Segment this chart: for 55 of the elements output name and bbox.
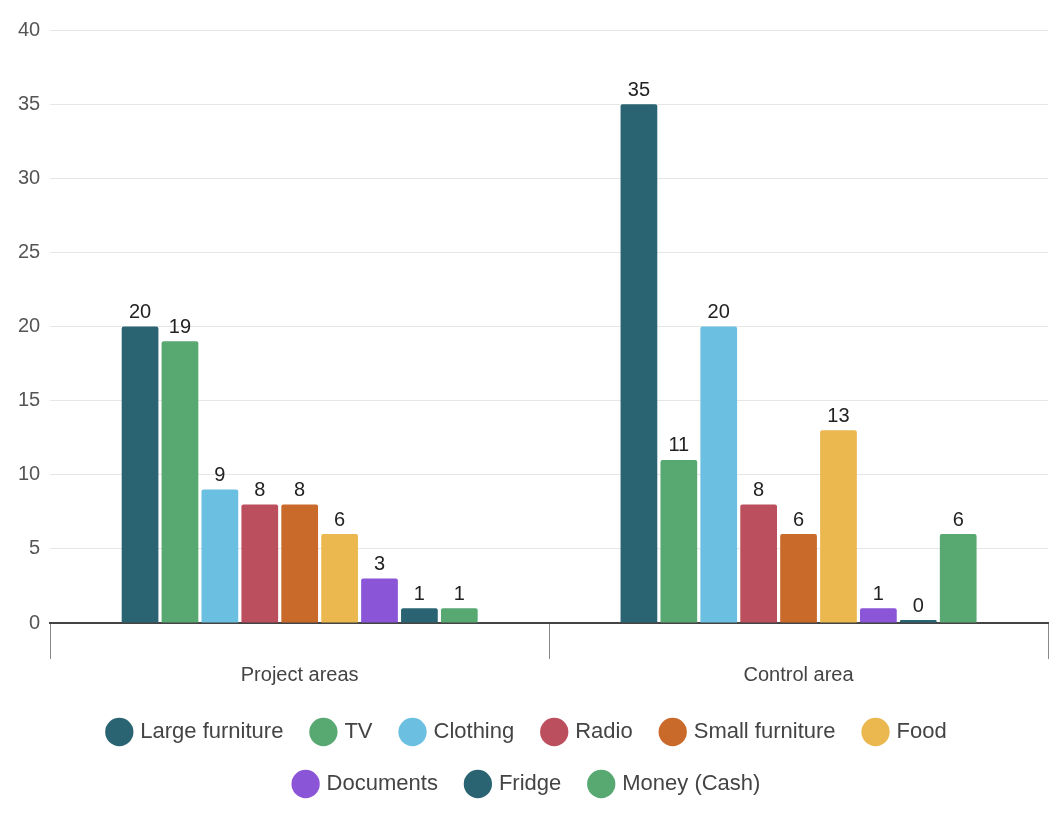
legend-label: Radio bbox=[575, 718, 633, 744]
bar bbox=[740, 504, 778, 623]
bar bbox=[121, 326, 159, 623]
bar bbox=[780, 534, 817, 623]
data-label: 8 bbox=[254, 477, 266, 500]
data-label: 6 bbox=[334, 507, 346, 530]
y-tick-label: 40 bbox=[18, 17, 41, 40]
bar bbox=[321, 534, 358, 623]
data-label: 0 bbox=[912, 593, 924, 616]
bar bbox=[440, 608, 478, 623]
bar bbox=[860, 608, 897, 623]
bar bbox=[361, 578, 398, 623]
legend-label: Small furniture bbox=[693, 718, 836, 744]
data-label: 6 bbox=[793, 507, 805, 530]
bar bbox=[201, 489, 239, 623]
bar bbox=[820, 430, 857, 623]
data-label: 9 bbox=[214, 463, 226, 486]
data-label: 8 bbox=[294, 477, 306, 500]
data-label: 1 bbox=[872, 581, 884, 604]
data-label: 13 bbox=[827, 403, 850, 426]
data-label: 20 bbox=[128, 300, 152, 323]
y-tick-label: 15 bbox=[18, 388, 41, 411]
bar bbox=[620, 104, 658, 623]
y-tick-label: 25 bbox=[18, 239, 41, 262]
bar bbox=[241, 504, 279, 623]
legend-label: Money (Cash) bbox=[622, 770, 761, 796]
data-label: 1 bbox=[453, 581, 465, 604]
bar bbox=[660, 459, 698, 623]
data-label: 11 bbox=[668, 433, 690, 456]
y-tick-label: 35 bbox=[18, 91, 41, 114]
data-label: 1 bbox=[413, 581, 425, 604]
legend-label: Large furniture bbox=[140, 718, 284, 744]
y-tick-label: 5 bbox=[29, 536, 41, 559]
data-label: 19 bbox=[168, 314, 192, 337]
legend-label: TV bbox=[344, 718, 373, 744]
data-label: 20 bbox=[707, 300, 730, 323]
legend-label: Clothing bbox=[433, 718, 515, 744]
data-label: 3 bbox=[373, 552, 386, 575]
bar bbox=[939, 534, 977, 623]
bar bbox=[281, 504, 319, 623]
bar bbox=[401, 608, 438, 623]
x-tick-label: Control area bbox=[743, 662, 855, 685]
bar bbox=[161, 341, 199, 623]
legend-label: Documents bbox=[326, 770, 438, 796]
bar bbox=[700, 326, 738, 623]
data-label: 6 bbox=[952, 507, 964, 530]
legend-label: Fridge bbox=[498, 770, 562, 796]
data-label: 35 bbox=[627, 77, 651, 100]
legend-label: Food bbox=[896, 718, 947, 744]
data-label: 8 bbox=[753, 477, 765, 500]
y-tick-label: 30 bbox=[18, 165, 41, 188]
y-tick-label: 20 bbox=[18, 314, 41, 337]
x-tick-label: Project areas bbox=[240, 662, 359, 685]
y-tick-label: 0 bbox=[29, 610, 41, 633]
y-tick-label: 10 bbox=[18, 462, 41, 485]
